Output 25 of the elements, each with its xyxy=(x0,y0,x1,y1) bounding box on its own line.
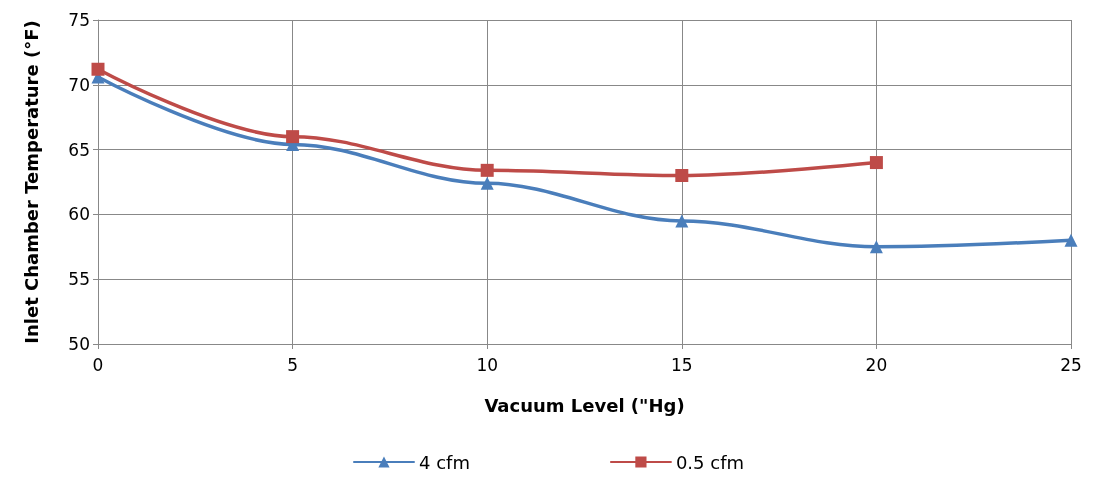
point xyxy=(869,156,883,170)
y-tick-label: 65 xyxy=(68,139,90,160)
y-axis-title: Inlet Chamber Temperature (°F) xyxy=(20,20,42,344)
x-tick-label: 10 xyxy=(476,354,499,375)
point xyxy=(480,176,494,190)
point xyxy=(91,62,105,76)
legend-label: 4 cfm xyxy=(418,451,470,473)
y-tick-label: 70 xyxy=(68,74,90,95)
y-tick-label: 55 xyxy=(68,269,90,290)
point xyxy=(480,163,494,177)
point xyxy=(675,214,689,228)
legend-label: 0.5 cfm xyxy=(675,451,745,473)
x-tick-label: 0 xyxy=(92,354,104,375)
y-tick-label: 75 xyxy=(68,10,90,30)
x-axis-title: Vacuum Level ("Hg) xyxy=(484,394,685,416)
y-tick-label: 50 xyxy=(68,334,90,354)
point xyxy=(1064,233,1078,247)
x-tick-label: 25 xyxy=(1060,354,1082,375)
point xyxy=(286,130,300,144)
point xyxy=(869,240,883,254)
point xyxy=(675,169,689,183)
x-tick-label: 15 xyxy=(670,354,693,375)
x-tick-label: 5 xyxy=(287,354,299,375)
y-tick-label: 60 xyxy=(68,204,90,225)
x-tick-label: 20 xyxy=(865,354,888,375)
